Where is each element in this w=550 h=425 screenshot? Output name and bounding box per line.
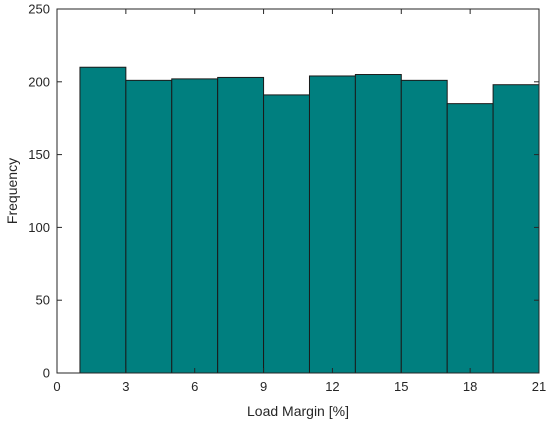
bars-group — [79, 66, 540, 374]
histogram-bar — [171, 78, 219, 374]
histogram-bar — [79, 66, 127, 374]
histogram-bar — [492, 84, 540, 374]
histogram-bar — [354, 74, 402, 374]
x-axis: 0 3 6 9 12 15 18 21 — [53, 9, 546, 394]
histogram-bar — [308, 75, 356, 374]
x-tick-label: 0 — [53, 379, 60, 394]
y-tick-label: 100 — [28, 220, 50, 235]
x-tick-label: 12 — [325, 379, 339, 394]
x-tick-label: 21 — [532, 379, 546, 394]
x-tick-label: 15 — [394, 379, 408, 394]
x-tick-label: 6 — [191, 379, 198, 394]
histogram-bar — [125, 79, 173, 374]
histogram-bar — [446, 103, 494, 374]
y-tick-label: 150 — [28, 147, 50, 162]
histogram-bar — [217, 76, 265, 374]
y-tick-label: 250 — [28, 2, 50, 17]
histogram-bar — [400, 79, 448, 374]
axes-box — [56, 8, 540, 374]
y-tick-label: 0 — [43, 366, 50, 381]
y-axis-label: Frequency — [4, 158, 20, 224]
y-axis: 0 50 100 150 200 250 — [28, 2, 539, 381]
x-tick-label: 18 — [463, 379, 477, 394]
histogram-bar — [263, 94, 310, 374]
y-tick-label: 50 — [36, 293, 50, 308]
x-tick-label: 3 — [122, 379, 129, 394]
x-axis-label: Load Margin [%] — [247, 403, 349, 419]
y-tick-label: 200 — [28, 74, 50, 89]
x-tick-label: 9 — [260, 379, 267, 394]
